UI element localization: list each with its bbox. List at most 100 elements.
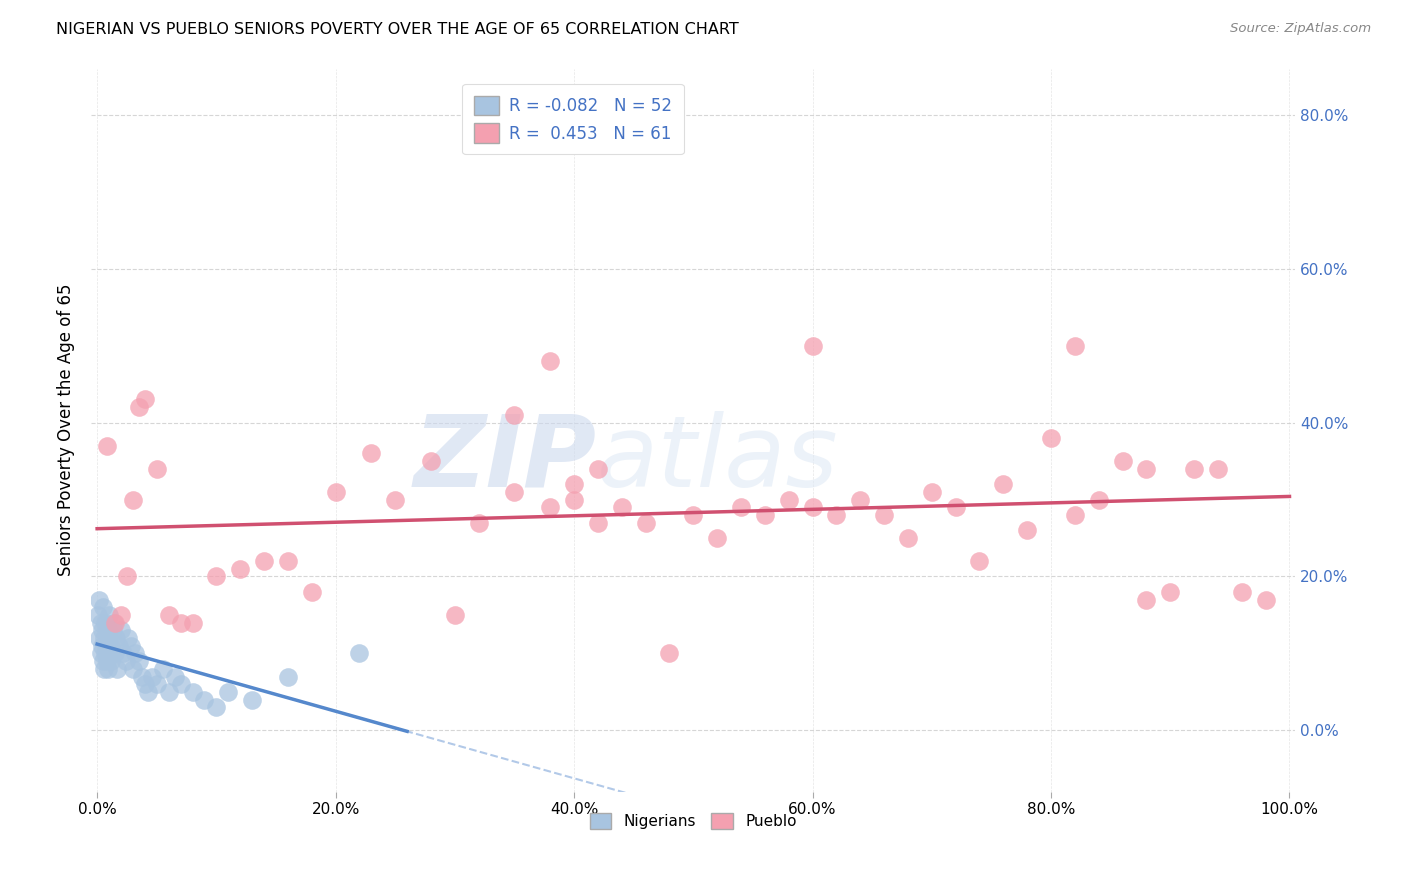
Point [134,677,156,691]
Point [873,508,896,522]
Point [145,677,167,691]
Point [93,662,115,676]
Text: NIGERIAN VS PUEBLO SENIORS POVERTY OVER THE AGE OF 65 CORRELATION CHART: NIGERIAN VS PUEBLO SENIORS POVERTY OVER … [56,22,740,37]
Point [105,662,128,676]
Point [1206,461,1229,475]
Point [503,484,526,499]
Point [993,477,1015,491]
Point [181,685,204,699]
Point [205,700,228,714]
Point [634,516,657,530]
Point [96,439,118,453]
Point [124,647,146,661]
Point [1087,492,1109,507]
Point [91,600,114,615]
Point [134,392,156,407]
Point [1040,431,1063,445]
Point [152,662,174,676]
Point [1111,454,1133,468]
Point [128,654,150,668]
Point [141,669,163,683]
Point [897,531,920,545]
Y-axis label: Seniors Poverty Over the Age of 65: Seniors Poverty Over the Age of 65 [58,284,75,576]
Point [277,669,299,683]
Point [96,654,118,668]
Point [104,647,127,661]
Point [98,631,121,645]
Point [778,492,800,507]
Point [114,654,136,668]
Point [100,654,122,668]
Point [1230,585,1253,599]
Point [128,400,150,414]
Point [562,477,585,491]
Point [1135,592,1157,607]
Point [94,615,117,630]
Point [921,484,943,499]
Point [658,647,681,661]
Point [103,615,125,630]
Point [969,554,991,568]
Point [90,647,112,661]
Point [801,500,824,515]
Point [562,492,585,507]
Text: Source: ZipAtlas.com: Source: ZipAtlas.com [1230,22,1371,36]
Point [730,500,752,515]
Point [503,408,526,422]
Point [1254,592,1277,607]
Point [120,639,142,653]
Point [253,554,276,568]
Point [849,492,872,507]
Point [91,654,114,668]
Point [538,500,561,515]
Point [706,531,728,545]
Text: ZIP: ZIP [413,410,598,508]
Point [90,639,112,653]
Point [1017,523,1039,537]
Point [1135,461,1157,475]
Point [945,500,967,515]
Point [145,461,167,475]
Point [754,508,776,522]
Point [94,647,117,661]
Point [93,631,115,645]
Point [110,607,132,622]
Point [157,607,180,622]
Point [98,607,121,622]
Point [87,607,110,622]
Point [1159,585,1181,599]
Point [384,492,406,507]
Point [169,615,191,630]
Point [193,692,215,706]
Point [110,624,132,638]
Point [115,569,138,583]
Point [825,508,848,522]
Point [98,647,121,661]
Point [90,615,112,630]
Point [586,516,609,530]
Point [104,615,127,630]
Point [169,677,191,691]
Point [610,500,633,515]
Point [163,669,186,683]
Legend: Nigerians, Pueblo: Nigerians, Pueblo [583,806,803,835]
Point [467,516,489,530]
Point [101,624,124,638]
Point [105,631,128,645]
Point [112,647,135,661]
Point [682,508,704,522]
Point [122,662,145,676]
Point [229,562,252,576]
Point [122,492,145,507]
Point [217,685,239,699]
Point [349,647,371,661]
Point [420,454,443,468]
Point [100,639,122,653]
Point [205,569,228,583]
Point [443,607,465,622]
Point [97,624,120,638]
Point [586,461,609,475]
Point [117,631,139,645]
Point [240,692,263,706]
Point [131,669,153,683]
